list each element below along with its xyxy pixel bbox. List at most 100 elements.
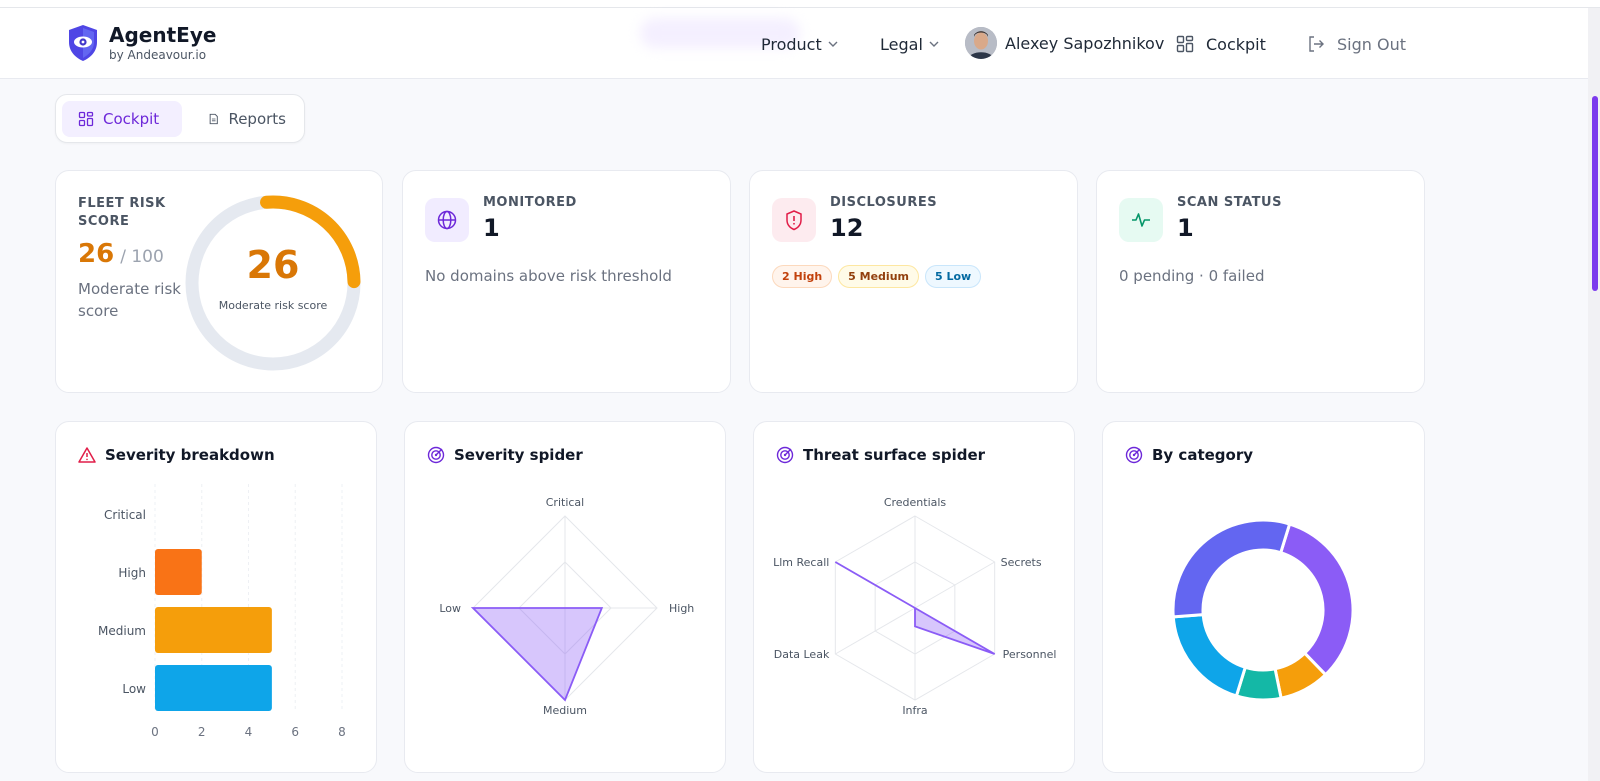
brand-subtitle: by Andeavour.io (109, 48, 207, 62)
threat-spider-title-text: Threat surface spider (803, 446, 986, 464)
sign-out-button[interactable]: Sign Out (1307, 34, 1406, 54)
by-category-card: By category (1102, 421, 1425, 773)
x-tick-label: 8 (338, 725, 346, 739)
tab-cockpit[interactable]: Cockpit (62, 101, 182, 137)
radar-axis-label: Personnel (1003, 648, 1057, 661)
category-donut-chart (1171, 518, 1355, 702)
scan-status-card: SCAN STATUS 1 0 pending · 0 failed (1096, 170, 1425, 393)
radar-axis-label: Low (439, 602, 461, 615)
nav-legal-label: Legal (880, 34, 923, 54)
brand-name: AgentEye (109, 23, 217, 47)
fleet-risk-max: / 100 (120, 247, 164, 267)
x-tick-label: 6 (291, 725, 299, 739)
x-tick-label: 4 (245, 725, 253, 739)
x-tick-label: 2 (198, 725, 206, 739)
y-category-label: Medium (98, 624, 146, 638)
bar-medium[interactable] (155, 607, 272, 653)
gauge-caption: Moderate risk score (218, 299, 328, 312)
by-category-title: By category (1125, 446, 1253, 464)
document-icon (209, 113, 218, 125)
monitored-value: 1 (483, 214, 500, 242)
nav-product-menu[interactable]: Product (761, 34, 838, 54)
scrollbar-thumb[interactable] (1592, 96, 1598, 291)
radar-axis-label: Credentials (884, 496, 947, 509)
threat-radar-chart: Credentials Secrets Personnel Infra Data Lea… (773, 496, 1057, 717)
severity-breakdown-title: Severity breakdown (78, 446, 275, 464)
scan-status-value: 1 (1177, 214, 1194, 242)
shield-eye-logo-icon (69, 25, 97, 61)
top-border (0, 0, 1600, 8)
avatar (965, 27, 997, 59)
severity-bar-chart: 0 2 4 6 8 Critical High Medium Low (98, 484, 346, 739)
monitored-icon-box (425, 198, 469, 242)
radar-axis-line (914, 561, 995, 609)
severity-spider-title: Severity spider (427, 446, 583, 464)
fleet-risk-score-row: 26 / 100 (78, 239, 164, 269)
x-tick-label: 0 (151, 725, 159, 739)
fleet-risk-desc: Moderate risk score (78, 280, 181, 320)
avatar-photo-icon (965, 27, 997, 59)
radar-axis-label: Medium (543, 704, 587, 717)
threat-spider-card: Threat surface spider Credentials Secrets… (753, 421, 1075, 773)
bar-low[interactable] (155, 665, 272, 711)
radar-icon (427, 446, 445, 464)
radar-axis-label: Secrets (1001, 556, 1042, 569)
scan-status-desc: 0 pending · 0 failed (1119, 267, 1265, 285)
severity-spider-title-text: Severity spider (454, 446, 583, 464)
severity-radar-chart: Critical High Medium Low (439, 496, 694, 717)
shield-alert-icon (786, 210, 802, 231)
radar-icon (776, 446, 794, 464)
chevron-down-icon (828, 41, 838, 47)
scan-status-label: SCAN STATUS (1177, 195, 1282, 210)
header-glow (640, 18, 800, 48)
tab-reports-label: Reports (228, 110, 286, 128)
y-category-label: High (118, 566, 146, 580)
radar-axis-label: Data Leak (774, 648, 830, 661)
radar-axis-label: Critical (546, 496, 584, 509)
disclosures-icon-box (772, 198, 816, 242)
severity-breakdown-title-text: Severity breakdown (105, 446, 275, 464)
radar-icon (1125, 446, 1143, 464)
user-name: Alexey Sapozhnikov (1005, 33, 1165, 53)
nav-cockpit-label: Cockpit (1206, 34, 1266, 54)
disclosures-value: 12 (830, 214, 864, 242)
donut-slice[interactable] (1278, 522, 1355, 677)
donut-slice[interactable] (1171, 518, 1292, 619)
donut-slice[interactable] (1171, 613, 1248, 698)
user-profile[interactable]: Alexey Sapozhnikov (965, 27, 1164, 59)
scan-status-icon-box (1119, 198, 1163, 242)
tab-cockpit-label: Cockpit (103, 110, 160, 128)
y-category-label: Low (122, 682, 146, 696)
risk-gauge (185, 195, 361, 371)
monitored-label: MONITORED (483, 195, 577, 210)
tab-reports[interactable]: Reports (192, 101, 302, 137)
radar-data-area[interactable] (470, 607, 604, 702)
gauge-arc (260, 195, 361, 289)
gauge-value: 26 (246, 243, 300, 287)
radar-data-area[interactable] (834, 561, 996, 655)
nav-cockpit-link[interactable]: Cockpit (1176, 34, 1266, 54)
bar-high[interactable] (155, 549, 202, 595)
top-navbar: AgentEye by Andeavour.io Product Legal A… (0, 8, 1588, 79)
sign-out-icon (1309, 36, 1324, 52)
radar-axis-label: High (669, 602, 694, 615)
by-category-title-text: By category (1152, 446, 1254, 464)
fleet-risk-label: FLEET RISK SCORE (78, 196, 166, 229)
fleet-risk-score: 26 (78, 239, 115, 269)
fleet-risk-card: FLEET RISK SCORE 26 / 100 Moderate risk … (55, 170, 383, 393)
disclosures-label: DISCLOSURES (830, 195, 938, 210)
radar-axis-line (835, 607, 916, 655)
disclosure-pills: 2 High 5 Medium 5 Low (772, 265, 987, 288)
page-scrollbar[interactable] (1588, 8, 1600, 781)
brand[interactable]: AgentEye by Andeavour.io (67, 24, 216, 62)
grid-icon (78, 111, 94, 127)
sign-out-label: Sign Out (1337, 34, 1406, 54)
nav-legal-menu[interactable]: Legal (880, 34, 939, 54)
view-tabs: Cockpit Reports (55, 94, 305, 143)
nav-product-label: Product (761, 34, 822, 54)
severity-spider-card: Severity spider Critical High Medium Low (404, 421, 726, 773)
severity-breakdown-card: Severity breakdown 0 2 4 6 8 Critical High Medi… (55, 421, 377, 773)
y-category-label: Critical (104, 508, 146, 522)
radar-axis-label: Infra (902, 704, 927, 717)
chevron-down-icon (929, 41, 939, 47)
